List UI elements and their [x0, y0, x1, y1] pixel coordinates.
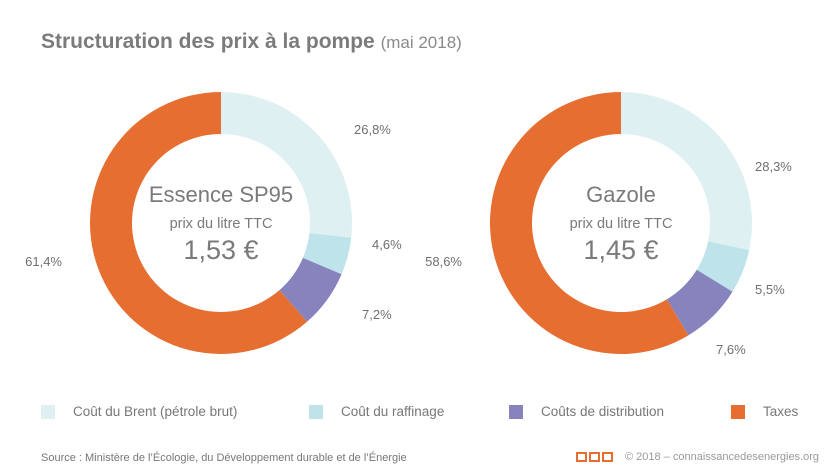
center-price: 1,45 €: [583, 235, 658, 265]
legend: Coût du Brent (pétrole brut) Coût du raf…: [0, 404, 840, 420]
subtitle: (mai 2018): [380, 33, 462, 52]
slice-label: 61,4%: [25, 254, 62, 269]
donut-slice-brent: [221, 92, 352, 238]
legend-item-distribution: Coûts de distribution: [509, 404, 664, 419]
slice-label: 5,5%: [755, 282, 785, 297]
donut-slice-brent: [621, 92, 752, 250]
slice-label: 7,6%: [716, 342, 746, 357]
legend-label: Coût du raffinage: [341, 404, 445, 419]
center-fuel-name: Essence SP95: [149, 182, 293, 207]
slice-label: 58,6%: [425, 254, 462, 269]
center-fuel-name: Gazole: [586, 182, 656, 207]
title-text: Structuration des prix à la pompe: [41, 30, 375, 53]
center-price: 1,53 €: [183, 235, 258, 265]
slice-label: 28,3%: [755, 159, 792, 174]
donut-slice-distribution: [666, 269, 733, 336]
legend-item-raffinage: Coût du raffinage: [309, 404, 444, 419]
donut-slice-distribution: [279, 257, 342, 322]
copyright: © 2018 – connaissancedesenergies.org: [576, 451, 819, 463]
center-subtitle: prix du litre TTC: [570, 216, 673, 232]
chart-title: Structuration des prix à la pompe (mai 2…: [41, 30, 462, 54]
slice-label: 7,2%: [362, 307, 392, 322]
legend-label: Taxes: [763, 404, 799, 419]
donut-slice-raffinage: [696, 241, 750, 292]
donut-slice-taxes: [490, 92, 689, 354]
donut-slice-taxes: [90, 92, 308, 355]
legend-item-taxes: Taxes: [731, 404, 798, 419]
legend-swatch: [309, 404, 323, 419]
slice-label: 26,8%: [354, 122, 391, 137]
donut-slice-raffinage: [302, 233, 352, 275]
copyright-text: © 2018 – connaissancedesenergies.org: [625, 451, 820, 463]
legend-label: Coûts de distribution: [541, 404, 665, 419]
legend-swatch: [41, 404, 55, 419]
center-subtitle: prix du litre TTC: [170, 216, 273, 232]
legend-swatch: [509, 404, 523, 419]
legend-label: Coût du Brent (pétrole brut): [73, 404, 238, 419]
legend-item-brent: Coût du Brent (pétrole brut): [41, 404, 237, 419]
slice-label: 4,6%: [372, 237, 402, 252]
legend-swatch: [731, 404, 745, 419]
source-note: Source : Ministère de l’Écologie, du Dév…: [41, 452, 407, 464]
cde-logo: [576, 452, 613, 462]
